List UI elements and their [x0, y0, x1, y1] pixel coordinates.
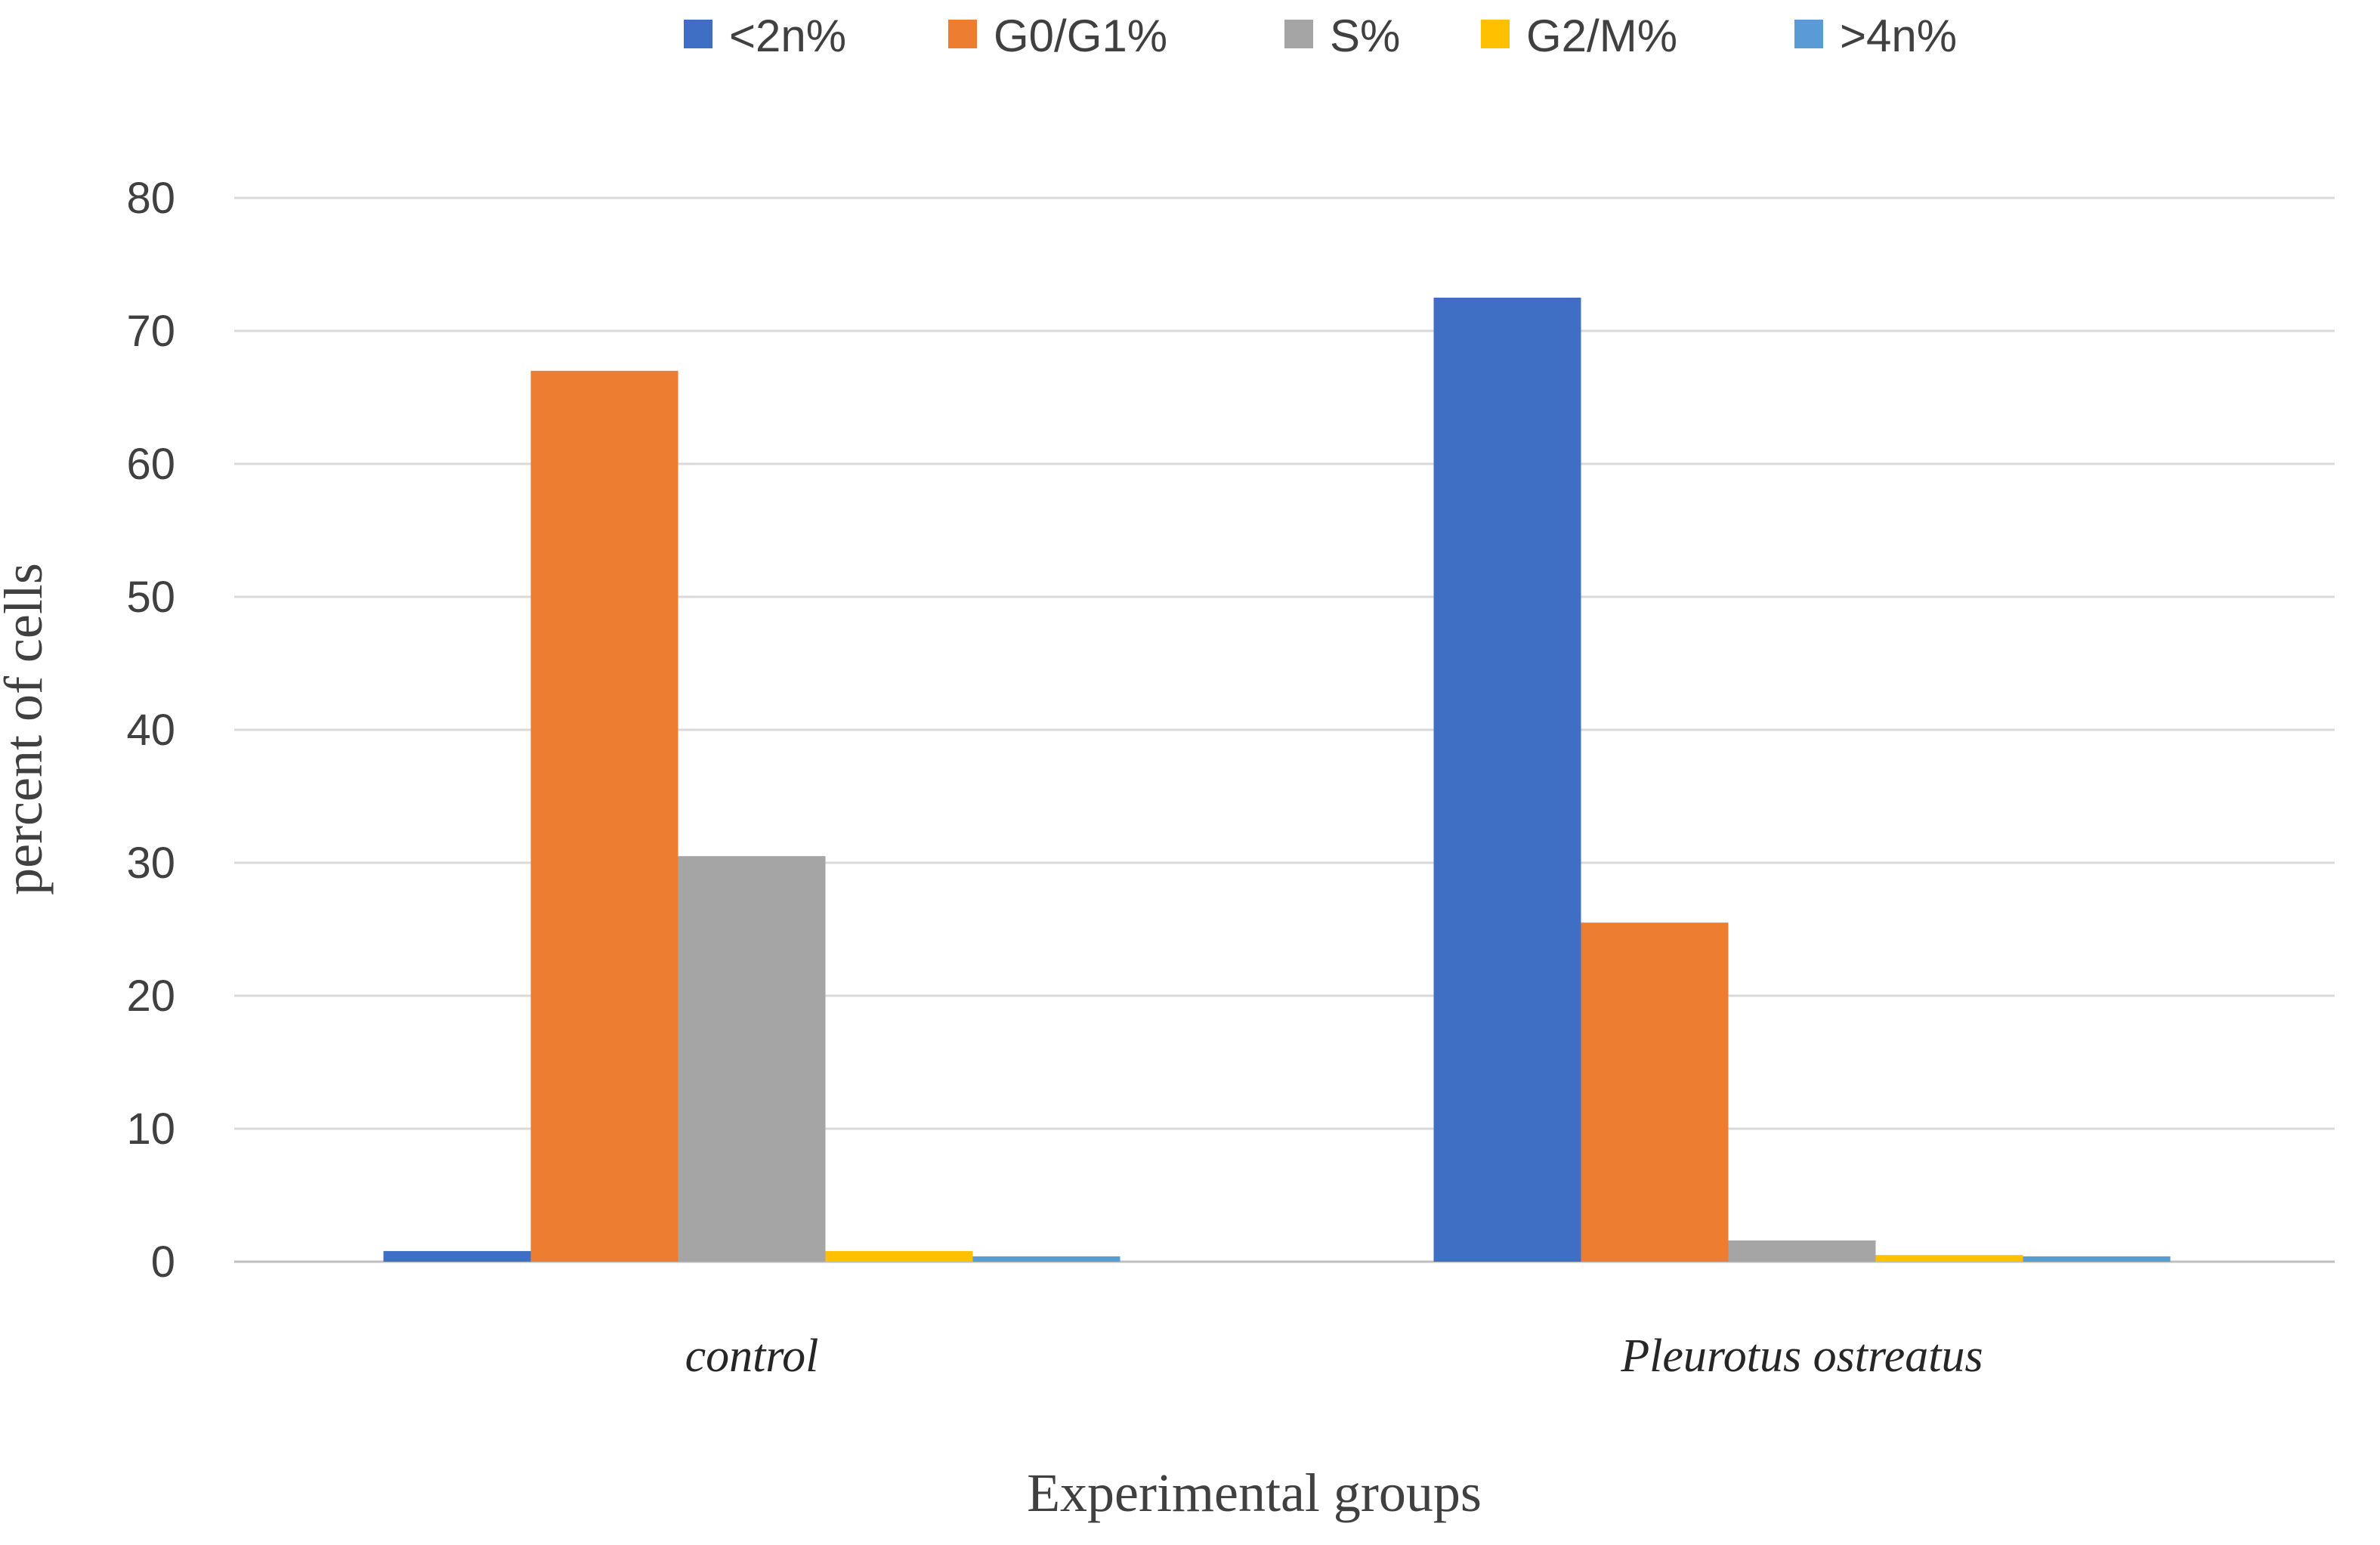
- bar: [825, 1250, 973, 1262]
- x-axis-title: Experimental groups: [1027, 1463, 1482, 1523]
- bar: [1728, 1240, 1876, 1262]
- legend-swatch: [1794, 20, 1823, 48]
- bar: [2023, 1256, 2171, 1262]
- legend-label: >4n%: [1840, 11, 1957, 61]
- bar: [1875, 1255, 2023, 1262]
- legend-swatch: [684, 20, 712, 48]
- x-category-label: Pleurotus ostreatus: [1620, 1330, 1983, 1382]
- y-axis-ticks: 0 10 20 30 40 50 60 70 80: [126, 174, 175, 1287]
- legend: <2n% G0/G1% S% G2/M% >4n%: [684, 11, 1957, 61]
- y-tick-label: 70: [126, 307, 175, 356]
- y-tick-label: 60: [126, 440, 175, 489]
- bar: [1433, 298, 1581, 1262]
- legend-label: G2/M%: [1526, 11, 1677, 61]
- y-axis-title: percent of cells: [0, 563, 54, 895]
- bar: [972, 1256, 1120, 1262]
- bars: [383, 298, 2171, 1262]
- y-tick-label: 40: [126, 706, 175, 755]
- y-tick-label: 20: [126, 972, 175, 1021]
- bar: [530, 370, 678, 1262]
- bar: [383, 1250, 531, 1262]
- x-category-label: control: [685, 1330, 819, 1382]
- legend-swatch: [948, 20, 977, 48]
- y-tick-label: 10: [126, 1105, 175, 1154]
- y-tick-label: 0: [151, 1238, 175, 1287]
- legend-label: G0/G1%: [994, 11, 1167, 61]
- bar: [1581, 922, 1729, 1262]
- legend-label: S%: [1330, 11, 1400, 61]
- legend-swatch: [1284, 20, 1313, 48]
- y-tick-label: 30: [126, 839, 175, 888]
- legend-label: <2n%: [729, 11, 846, 61]
- legend-swatch: [1481, 20, 1510, 48]
- x-axis-categories: control Pleurotus ostreatus: [685, 1330, 1983, 1382]
- y-tick-label: 80: [126, 174, 175, 223]
- bar: [678, 856, 826, 1262]
- y-tick-label: 50: [126, 573, 175, 622]
